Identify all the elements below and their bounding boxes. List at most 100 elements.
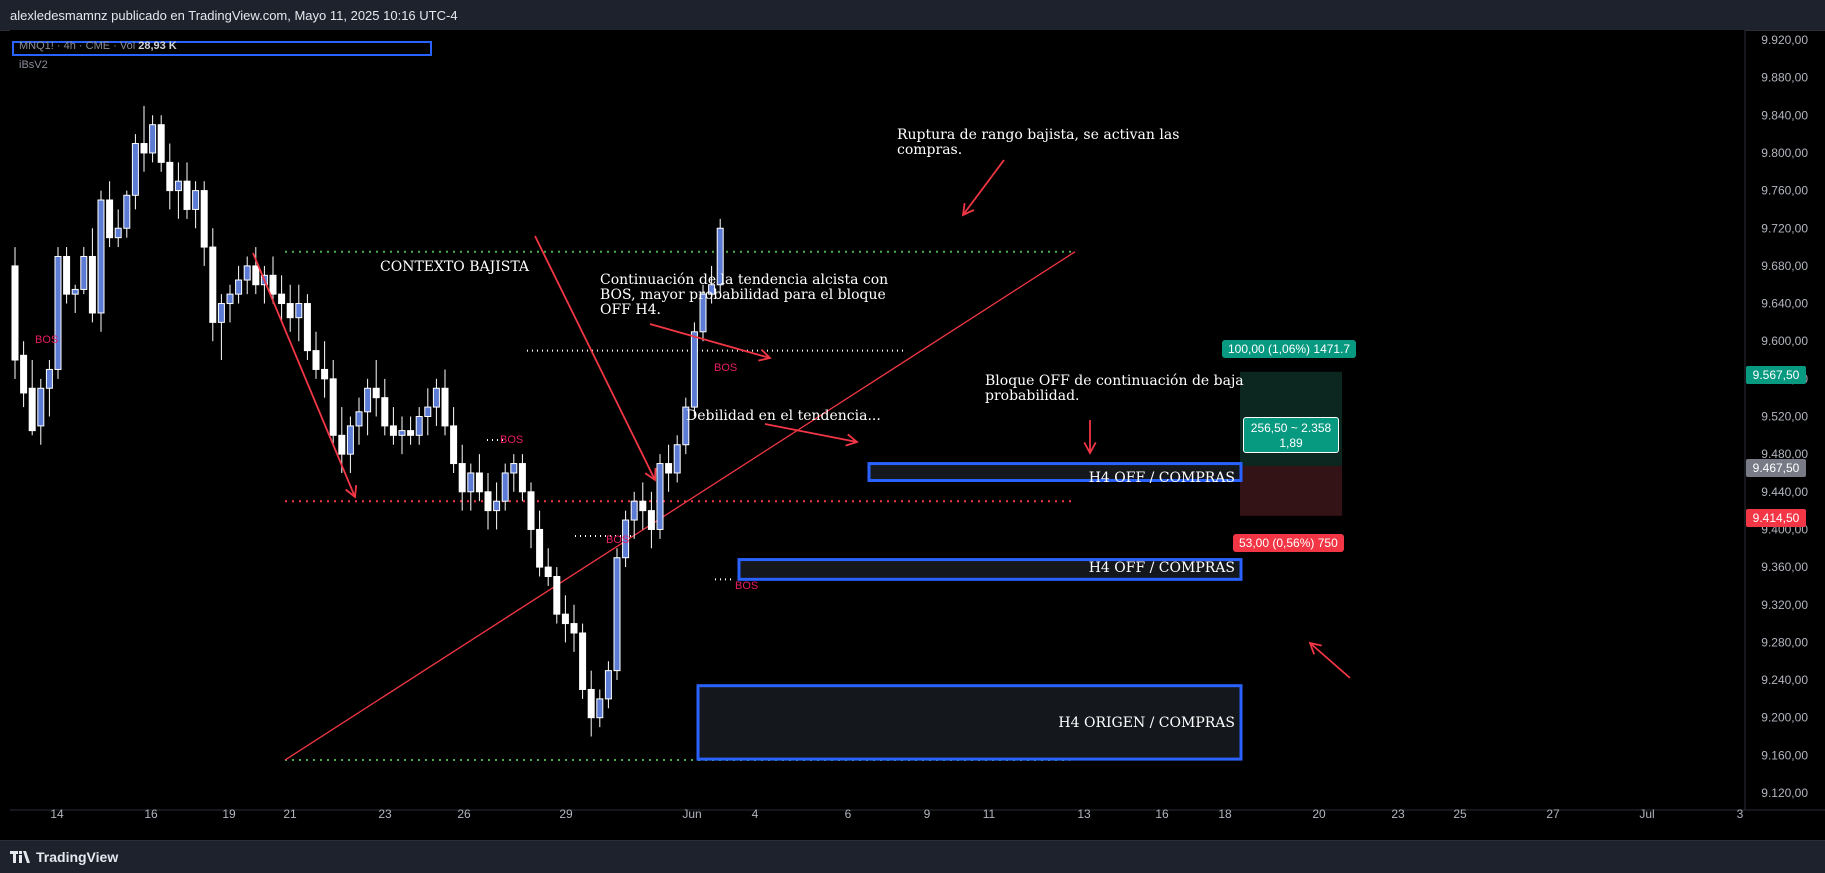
arrow-icon (961, 159, 1005, 217)
arrow-icon (534, 235, 657, 482)
candle (570, 604, 578, 652)
candle-body (28, 387, 36, 432)
candle-body (673, 444, 681, 474)
candle (716, 218, 724, 295)
candle (441, 369, 449, 436)
context-annotation: CONTEXTO BAJISTA (380, 259, 530, 275)
candle (364, 378, 372, 436)
candle (673, 435, 681, 483)
zone-label-origin: H4 ORIGEN / COMPRAS (1058, 715, 1235, 731)
candle-body (381, 397, 389, 427)
candle-body (149, 124, 157, 154)
candle-body (235, 279, 243, 295)
candle-body (398, 430, 406, 436)
candle (458, 444, 466, 511)
candle-body (63, 255, 71, 295)
candle (88, 228, 96, 323)
y-tick-label: 9.240,00 (1761, 673, 1808, 687)
candle (303, 294, 311, 361)
candle (131, 134, 139, 210)
arrow-icon-head (345, 484, 358, 499)
x-tick-label: 14 (50, 807, 64, 821)
symbol-legend-box[interactable] (12, 41, 432, 56)
candle (45, 360, 53, 417)
candle-body (71, 288, 79, 295)
bos-label: BOS (714, 362, 737, 374)
x-tick-label: 13 (1077, 807, 1091, 821)
tradingview-logo[interactable]: TradingView (10, 849, 118, 865)
candle (226, 284, 234, 323)
candle (665, 444, 673, 492)
candle (37, 378, 45, 445)
arrow-icon-shaft (534, 235, 656, 481)
candle-body (295, 303, 303, 319)
candle-body (114, 227, 122, 239)
candle-body (174, 180, 182, 192)
candle-body (312, 350, 320, 370)
candle-body (355, 411, 363, 427)
candle-body (269, 274, 277, 295)
candle-body (596, 698, 604, 719)
tradingview-logo-icon (10, 851, 30, 863)
candle-body (510, 463, 518, 474)
candle (295, 284, 303, 342)
arrow-icon-head (758, 348, 772, 362)
y-tick-label: 9.840,00 (1761, 108, 1808, 122)
x-tick-label: 3 (1737, 807, 1744, 821)
candle (493, 482, 501, 530)
candle-body (106, 199, 114, 239)
candle (97, 190, 105, 332)
x-tick-label: 21 (283, 807, 297, 821)
candle-body (716, 227, 724, 286)
candle (553, 567, 561, 624)
candle-body (450, 425, 458, 465)
candle (415, 407, 423, 445)
candle (209, 228, 217, 342)
candle (690, 322, 698, 417)
candle (243, 256, 251, 295)
candle-body (278, 293, 286, 305)
candle (329, 360, 337, 445)
candle (235, 265, 243, 304)
risk-reward-badge[interactable]: 256,50 ~ 2.358 1,89 (1243, 417, 1339, 453)
candle-body (665, 463, 673, 474)
candle (114, 209, 122, 248)
candle (527, 482, 535, 549)
candle (286, 284, 294, 332)
candle-body (536, 528, 544, 568)
x-tick-label: 16 (1155, 807, 1169, 821)
x-tick-label: 25 (1453, 807, 1467, 821)
y-tick-label: 9.920,00 (1761, 33, 1808, 47)
ascending-trendline (284, 251, 1076, 761)
arrow-icon-shaft (962, 159, 1005, 216)
y-tick-label: 9.640,00 (1761, 297, 1808, 311)
candle (518, 454, 526, 502)
publisher-text: alexledesmamnz publicado en TradingView.… (10, 8, 458, 23)
candle-body (11, 265, 19, 361)
symbol-legend: MNQ1! · 4h · CME · Vol 28,93 K (19, 40, 177, 52)
candle-body (286, 303, 294, 319)
arrow-icon-head (961, 202, 975, 217)
candle-body (217, 303, 225, 323)
arrow-icon-shaft (1309, 642, 1351, 679)
y-tick-label: 9.200,00 (1761, 711, 1808, 725)
stop-price-tag: 9.414,50 (1746, 509, 1806, 527)
candle (544, 548, 552, 586)
candle (656, 454, 664, 539)
candle (381, 378, 389, 436)
candle-body (424, 406, 432, 417)
zone-box (867, 462, 1243, 483)
arrow-icon-head (644, 467, 657, 482)
x-tick-label: 29 (559, 807, 573, 821)
symbol-label: MNQ1! · 4h · CME · Vol (19, 40, 136, 52)
target-price-tag: 9.567,50 (1746, 366, 1806, 384)
zone-label-off1: H4 OFF / COMPRAS (1088, 470, 1235, 486)
candle-body (226, 293, 234, 305)
candle-body (553, 576, 561, 615)
y-tick-label: 9.800,00 (1761, 146, 1808, 160)
candle (217, 294, 225, 361)
candle (372, 360, 380, 417)
plot-area (10, 30, 1745, 810)
zone-box (696, 684, 1243, 761)
candle-body (501, 472, 509, 502)
